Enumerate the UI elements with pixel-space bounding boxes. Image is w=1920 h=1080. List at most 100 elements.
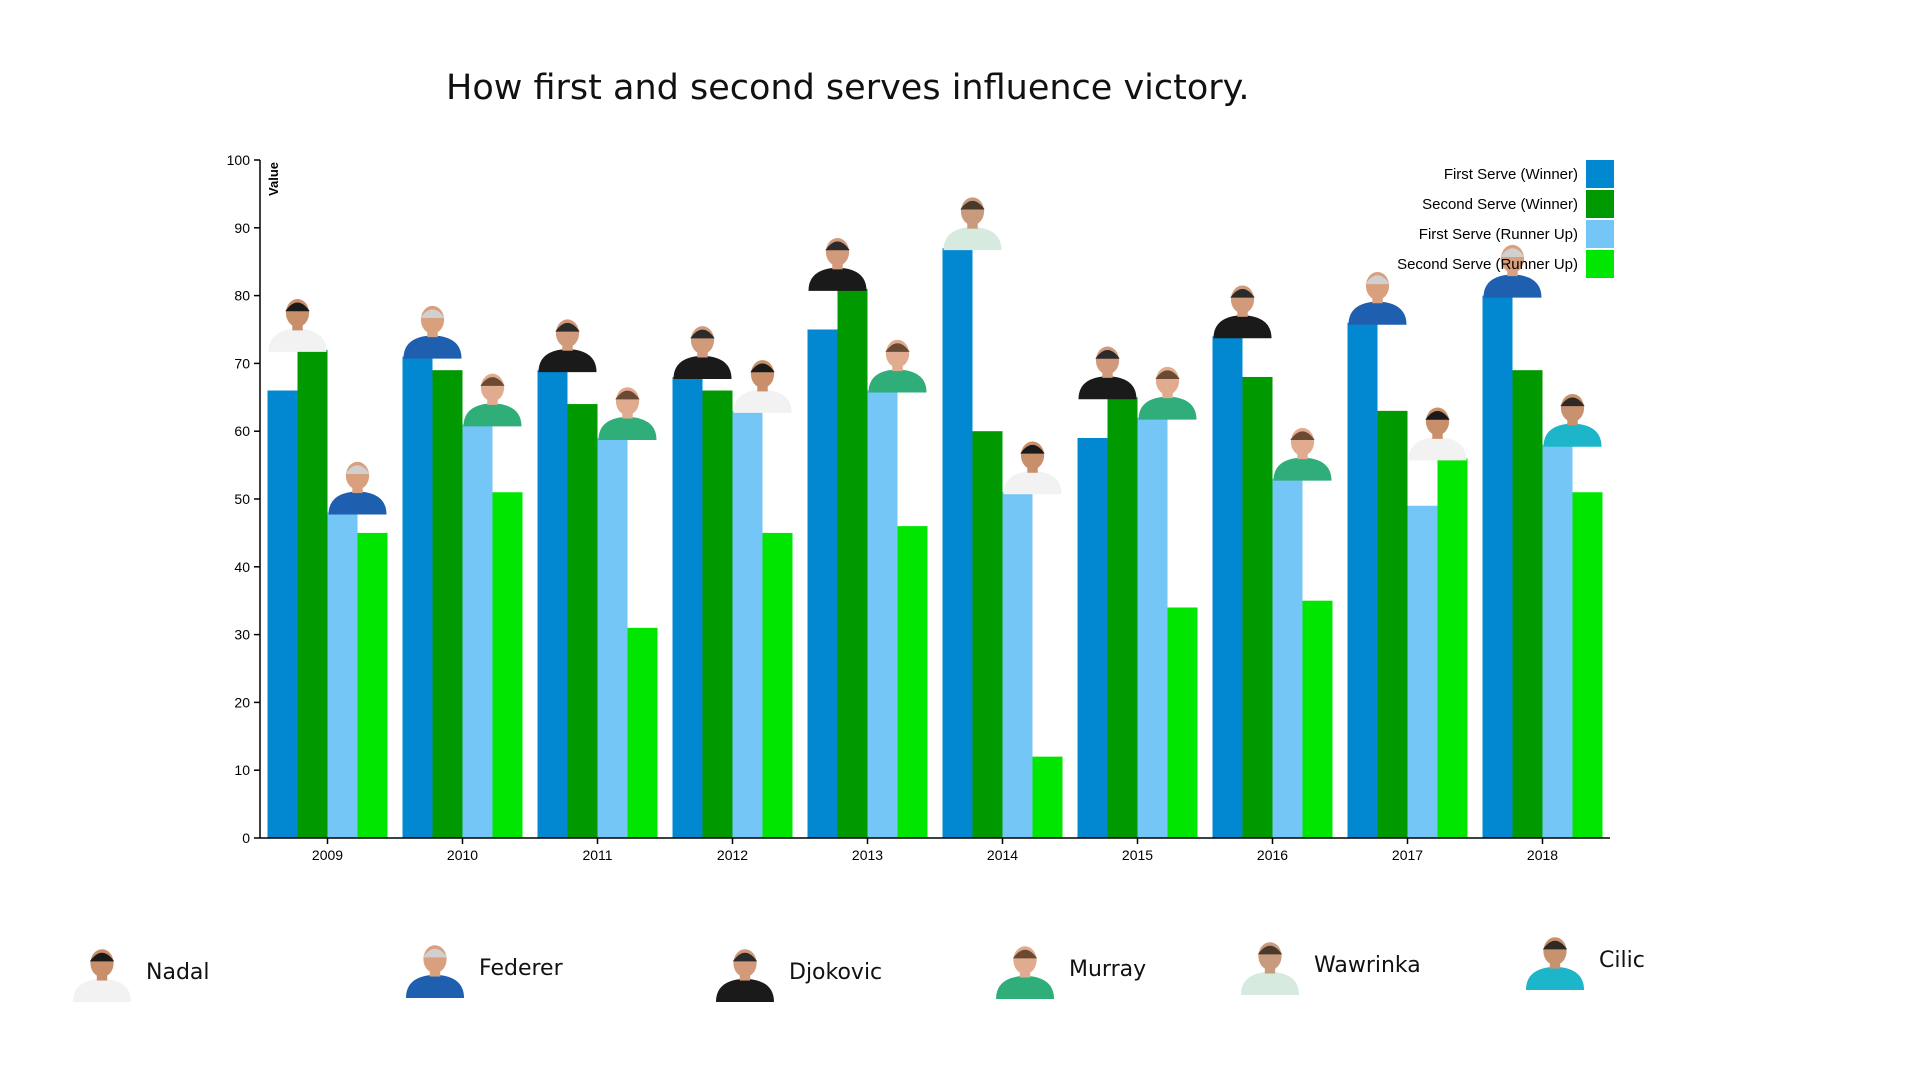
bar-2017-series-2 bbox=[1407, 505, 1438, 838]
winner-portrait-2009-nadal-icon bbox=[268, 299, 327, 352]
y-tick-label: 30 bbox=[234, 627, 250, 643]
bar-2014-series-3 bbox=[1032, 756, 1063, 838]
bar-2010-series-3 bbox=[492, 492, 523, 838]
legend-swatch-2 bbox=[1586, 220, 1614, 248]
x-tick-label: 2018 bbox=[1527, 847, 1558, 863]
runnerup-portrait-2017-nadal-icon bbox=[1408, 407, 1467, 461]
runnerup-portrait-2016-murray-icon bbox=[1273, 427, 1332, 481]
bar-2010-series-2 bbox=[462, 424, 493, 838]
winner-portrait-2016-djokovic-icon bbox=[1213, 285, 1272, 339]
player-key: Nadal Federer Djokovic Murray Wawrinka Cilic bbox=[0, 930, 1920, 1020]
bar-chart: 0 10 20 30 40 50 60 70 80 90 100 Value 2009 2010 2011… bbox=[227, 152, 1614, 863]
player-key-murray: Murray bbox=[995, 939, 1146, 999]
x-tick-label: 2011 bbox=[582, 847, 612, 863]
bar-2012-series-0 bbox=[672, 376, 703, 838]
player-name-djokovic: Djokovic bbox=[789, 959, 883, 985]
bar-2011-series-2 bbox=[597, 437, 628, 838]
bar-2017-series-0 bbox=[1347, 322, 1378, 839]
chart-title: How first and second serves influence vi… bbox=[446, 68, 1250, 108]
runnerup-portrait-2018-cilic-icon bbox=[1543, 393, 1602, 447]
legend-swatch-3 bbox=[1586, 250, 1614, 278]
winner-portrait-2011-djokovic-icon bbox=[538, 319, 597, 373]
bar-2010-series-1 bbox=[432, 370, 463, 838]
y-tick-label: 40 bbox=[234, 559, 250, 575]
y-tick-label: 0 bbox=[242, 830, 250, 846]
bar-2016-series-0 bbox=[1212, 336, 1243, 838]
bar-2018-series-1 bbox=[1512, 370, 1543, 838]
cilic-portrait-icon bbox=[1526, 937, 1584, 990]
legend-swatch-0 bbox=[1586, 160, 1614, 188]
bar-2009-series-3 bbox=[357, 532, 388, 838]
nadal-portrait-icon bbox=[73, 949, 131, 1002]
winner-portrait-2010-federer-icon bbox=[403, 305, 462, 359]
player-name-murray: Murray bbox=[1069, 956, 1147, 982]
bar-2013-series-1 bbox=[837, 288, 868, 838]
bar-2018-series-0 bbox=[1482, 295, 1513, 839]
bar-2017-series-3 bbox=[1437, 458, 1468, 838]
bar-2017-series-1 bbox=[1377, 410, 1408, 838]
player-key-nadal: Nadal bbox=[72, 942, 210, 1002]
x-axis: 2009 2010 2011 2012 2013 2014 2015 2016 2017 2018 bbox=[260, 837, 1610, 863]
runnerup-portrait-2009-federer-icon bbox=[328, 461, 387, 515]
y-axis-label: Value bbox=[266, 162, 281, 196]
wawrinka-portrait-icon bbox=[1241, 942, 1299, 995]
djokovic-key-portrait-icon bbox=[716, 949, 774, 1002]
bar-2011-series-0 bbox=[537, 370, 568, 838]
bar-2016-series-2 bbox=[1272, 478, 1303, 838]
y-tick-label: 60 bbox=[234, 423, 250, 439]
winner-portrait-2017-federer-icon bbox=[1348, 271, 1407, 325]
legend-label-3: Second Serve (Runner Up) bbox=[1397, 256, 1578, 273]
federer-key-portrait-icon bbox=[406, 945, 464, 998]
runnerup-portrait-2014-nadal-icon bbox=[1003, 441, 1062, 495]
bar-2011-series-1 bbox=[567, 404, 598, 838]
player-key-djokovic: Djokovic bbox=[715, 942, 882, 1002]
y-tick-label: 80 bbox=[234, 288, 250, 304]
bar-2010-series-0 bbox=[402, 356, 433, 838]
bar-2009-series-0 bbox=[267, 390, 298, 838]
bar-2018-series-2 bbox=[1542, 444, 1573, 838]
bar-2009-series-1 bbox=[297, 349, 328, 838]
djokovic-portrait-icon bbox=[716, 949, 774, 1002]
winner-portrait-2012-djokovic-icon bbox=[673, 326, 732, 379]
bar-portraits bbox=[268, 197, 1602, 515]
y-tick-label: 100 bbox=[227, 152, 251, 168]
winner-portrait-2018-federer-icon bbox=[1483, 244, 1542, 298]
y-tick-label: 10 bbox=[234, 762, 250, 778]
y-tick-label: 50 bbox=[234, 491, 250, 507]
player-key-federer: Federer bbox=[405, 938, 563, 998]
bar-2009-series-2 bbox=[327, 512, 358, 838]
player-name-nadal: Nadal bbox=[146, 959, 210, 985]
bar-2015-series-1 bbox=[1107, 397, 1138, 838]
bars-layer bbox=[267, 248, 1603, 839]
winner-portrait-2013-djokovic-icon bbox=[808, 238, 867, 291]
legend-label-0: First Serve (Winner) bbox=[1444, 166, 1578, 183]
bar-2012-series-3 bbox=[762, 532, 793, 838]
runnerup-portrait-2010-murray-icon bbox=[463, 373, 522, 427]
y-tick-label: 70 bbox=[234, 355, 250, 371]
player-key-cilic: Cilic bbox=[1525, 930, 1645, 990]
x-tick-label: 2009 bbox=[312, 847, 343, 863]
y-tick-label: 90 bbox=[234, 220, 250, 236]
bar-2011-series-3 bbox=[627, 627, 658, 838]
y-axis: 0 10 20 30 40 50 60 70 80 90 100 Value bbox=[227, 152, 281, 846]
player-name-wawrinka: Wawrinka bbox=[1314, 952, 1421, 978]
cilic-key-portrait-icon bbox=[1526, 937, 1584, 990]
legend: First Serve (Winner) Second Serve (Winner… bbox=[1397, 160, 1614, 278]
bar-2013-series-3 bbox=[897, 526, 928, 838]
bar-2015-series-3 bbox=[1167, 607, 1198, 838]
murray-key-portrait-icon bbox=[996, 946, 1054, 999]
bar-2013-series-0 bbox=[807, 329, 838, 838]
x-tick-label: 2016 bbox=[1257, 847, 1288, 863]
legend-label-1: Second Serve (Winner) bbox=[1422, 196, 1578, 213]
winner-portrait-2014-wawrinka-icon bbox=[943, 197, 1002, 251]
winner-portrait-2015-djokovic-icon bbox=[1078, 346, 1137, 400]
y-tick-label: 20 bbox=[234, 694, 250, 710]
federer-portrait-icon bbox=[406, 945, 464, 998]
bar-2018-series-3 bbox=[1572, 492, 1603, 838]
bar-2015-series-0 bbox=[1077, 437, 1108, 838]
nadal-key-portrait-icon bbox=[73, 949, 131, 1002]
runnerup-portrait-2013-murray-icon bbox=[868, 339, 927, 393]
murray-portrait-icon bbox=[996, 946, 1054, 999]
bar-2014-series-1 bbox=[972, 431, 1003, 838]
bar-2012-series-1 bbox=[702, 390, 733, 838]
